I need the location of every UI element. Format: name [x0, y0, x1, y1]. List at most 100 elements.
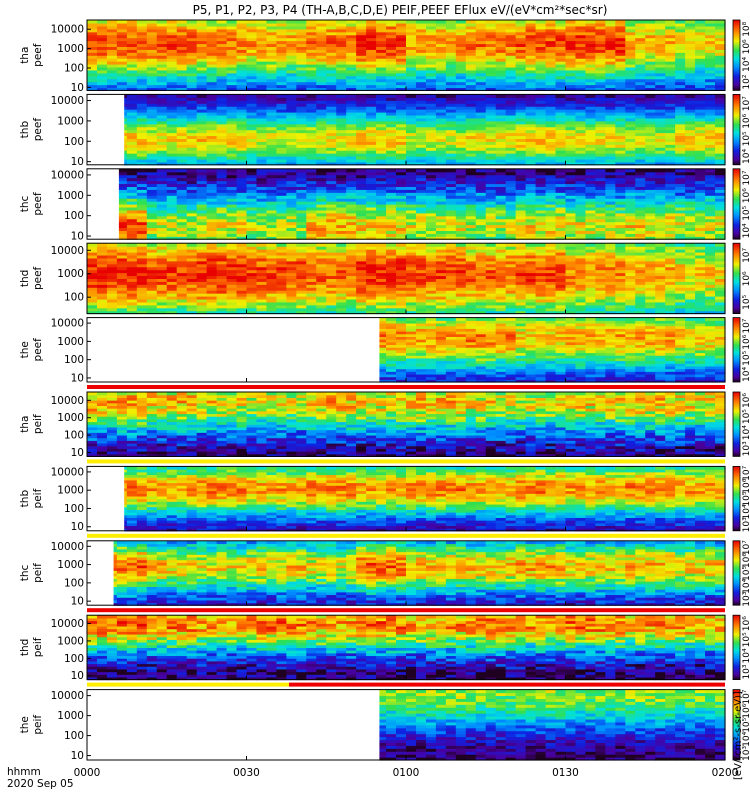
spectrogram-cell	[186, 233, 198, 237]
spectrogram-cell	[336, 114, 347, 119]
spectrogram-cell	[475, 69, 487, 74]
spectrogram-cell	[136, 46, 148, 50]
spectrogram-cell	[555, 153, 567, 157]
spectrogram-cell	[156, 97, 168, 101]
spectrogram-cell	[186, 195, 198, 199]
spectrogram-cell	[136, 55, 148, 59]
spectrogram-cell	[495, 37, 507, 42]
spectrogram-cell	[376, 129, 387, 134]
spectrogram-cell	[505, 129, 517, 134]
spectrogram-cell	[575, 132, 587, 137]
spectrogram-cell	[555, 52, 567, 56]
spectrogram-cell	[715, 64, 726, 68]
spectrogram-cell	[525, 28, 537, 33]
spectrogram-cell	[705, 153, 716, 157]
spectrogram-cell	[675, 20, 686, 24]
spectrogram-cell	[166, 153, 178, 157]
spectrogram-cell	[425, 135, 437, 139]
spectrogram-cell	[118, 218, 128, 223]
spectrogram-cell	[565, 129, 577, 134]
spectrogram-cell	[246, 141, 258, 145]
spectrogram-cell	[465, 84, 477, 89]
spectrogram-cell	[465, 43, 477, 47]
spectrogram-cell	[346, 31, 357, 36]
spectrogram-cell	[276, 66, 287, 71]
spectrogram-cell	[196, 31, 208, 36]
spectrogram-cell	[166, 97, 178, 101]
spectrogram-cell	[266, 153, 278, 157]
spectrogram-cell	[475, 112, 487, 116]
spectrogram-cell	[425, 52, 437, 56]
spectrogram-cell	[296, 147, 307, 151]
spectrogram-cell	[495, 58, 507, 62]
spectrogram-cell	[124, 144, 128, 148]
spectrogram-cell	[435, 112, 447, 116]
spectrogram-cell	[356, 129, 367, 134]
spectrogram-cell	[515, 49, 527, 53]
spectrogram-cell	[146, 195, 158, 199]
spectrogram-cell	[366, 78, 377, 83]
spectrogram-cell	[505, 66, 517, 71]
spectrogram-cell	[485, 123, 497, 128]
spectrogram-cell	[176, 189, 188, 193]
spectrogram-cell	[336, 69, 347, 74]
spectrogram-cell	[615, 40, 626, 45]
spectrogram-cell	[406, 69, 417, 74]
spectrogram-cell	[216, 114, 228, 119]
spectrogram-cell	[266, 243, 278, 247]
spectrogram-cell	[126, 97, 138, 101]
spectrogram-cell	[226, 150, 238, 154]
spectrogram-cell	[605, 109, 616, 113]
spectrogram-cell	[535, 114, 547, 119]
spectrogram-cell	[236, 20, 248, 24]
spectrogram-cell	[525, 20, 537, 24]
spectrogram-cell	[316, 61, 327, 65]
spectrogram-cell	[236, 150, 248, 154]
spectrogram-cell	[176, 156, 188, 160]
spectrogram-cell	[176, 221, 188, 226]
spectrogram-cell	[685, 97, 696, 101]
spectrogram-cell	[196, 20, 208, 24]
spectrogram-cell	[376, 150, 387, 154]
spectrogram-cell	[356, 66, 367, 71]
spectrogram-cell	[645, 78, 656, 83]
spectrogram-cell	[87, 75, 98, 80]
y-axis-label-species: peef	[32, 118, 44, 142]
spectrogram-cell	[525, 34, 537, 39]
spectrogram-cell	[465, 150, 477, 154]
spectrogram-cell	[186, 132, 198, 137]
spectrogram-cell	[655, 34, 666, 39]
spectrogram-cell	[176, 40, 188, 45]
spectrogram-cell	[376, 31, 387, 36]
spectrogram-cell	[575, 20, 587, 24]
spectrogram-cell	[296, 58, 307, 62]
spectrogram-cell	[226, 25, 238, 30]
spectrogram-cell	[495, 20, 507, 24]
spectrogram-cell	[126, 209, 138, 214]
spectrogram-cell	[565, 20, 577, 24]
spectrogram-cell	[196, 84, 208, 89]
spectrogram-cell	[695, 147, 706, 151]
spectrogram-cell	[455, 129, 467, 134]
spectrogram-cell	[376, 103, 387, 107]
spectrogram-cell	[176, 158, 188, 163]
spectrogram-cell	[316, 25, 327, 30]
spectrogram-cell	[316, 52, 327, 56]
spectrogram-cell	[246, 147, 258, 151]
spectrogram-cell	[286, 97, 297, 101]
spectrogram-cell	[565, 75, 577, 80]
spectrogram-cell	[595, 147, 606, 151]
spectrogram-cell	[425, 117, 437, 122]
colorbar-tick-label: 10⁴	[742, 57, 750, 72]
spectrogram-cell	[396, 25, 407, 30]
spectrogram-cell	[406, 126, 417, 131]
spectrogram-cell	[545, 114, 557, 119]
spectrogram-cell	[126, 25, 138, 30]
spectrogram-cell	[266, 58, 278, 62]
spectrogram-cell	[176, 150, 188, 154]
spectrogram-cell	[296, 138, 307, 142]
spectrogram-cell	[505, 72, 517, 77]
spectrogram-cell	[505, 106, 517, 110]
